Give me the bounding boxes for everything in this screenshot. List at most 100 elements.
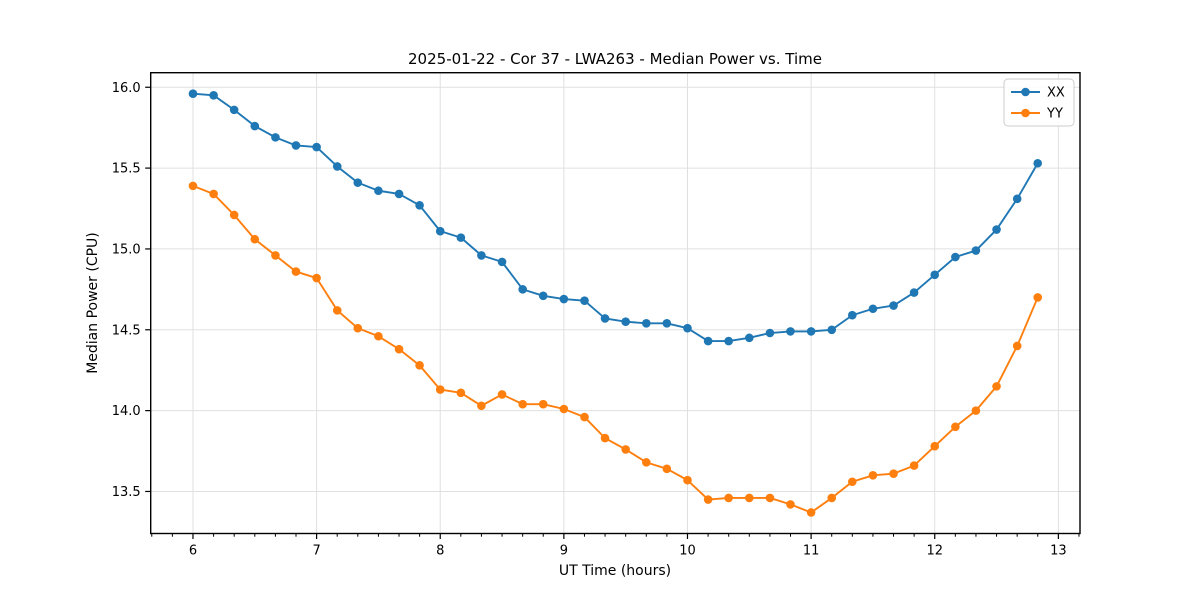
series-xx-marker (827, 325, 837, 335)
legend-item-yy: YY (1011, 107, 1063, 122)
series-xx-marker (394, 189, 404, 199)
y-tick-label: 16.0 (112, 81, 141, 96)
series-xx-marker (992, 225, 1001, 234)
series-xx-marker (580, 296, 589, 305)
series-xx-marker (477, 251, 486, 260)
series-yy-marker (312, 273, 321, 283)
series-xx-marker (765, 328, 775, 338)
series-yy-marker (353, 323, 363, 333)
x-tick-label: 12 (926, 544, 943, 559)
series-xx-marker (662, 319, 672, 328)
series-yy-marker (683, 475, 692, 485)
x-tick-label: 13 (1050, 544, 1067, 559)
series-xx-marker (909, 288, 919, 297)
series-yy-marker (415, 361, 424, 370)
series-yy-marker (271, 251, 280, 260)
series-yy-marker (435, 385, 445, 394)
series-xx-marker (847, 310, 857, 320)
series-xx-marker (806, 327, 816, 336)
series-xx-marker (456, 233, 466, 242)
series-xx-marker (971, 246, 981, 255)
x-tick-label: 9 (560, 544, 568, 559)
series-yy-marker (621, 445, 630, 454)
series-xx-marker (312, 142, 321, 152)
legend-label-xx: XX (1047, 86, 1065, 101)
series-yy-marker (518, 399, 527, 409)
series-yy-marker (477, 401, 486, 411)
series-yy-marker (827, 493, 837, 503)
series-xx-marker (332, 162, 342, 171)
series-layer (188, 89, 1043, 517)
series-yy-marker (930, 441, 940, 451)
series-xx-marker (703, 336, 713, 346)
series-yy-marker (374, 331, 383, 341)
grid-lines (150, 72, 1080, 534)
series-xx-marker (600, 314, 610, 323)
tick-labels: 6 7 8 9 10 11 12 13 13.5 14.0 14.5 15.0 15.5 16.0 (112, 81, 1067, 559)
series-yy (188, 181, 1043, 517)
series-xx-marker (951, 252, 960, 262)
legend: XX YY (1003, 78, 1075, 127)
series-yy-marker (971, 406, 981, 415)
series-xx-marker (518, 285, 527, 294)
series-yy-marker (456, 388, 466, 398)
series-yy-marker (662, 464, 672, 474)
series-xx-marker (353, 178, 363, 187)
series-xx-marker (1012, 194, 1022, 204)
series-yy-marker (744, 493, 754, 503)
y-tick-label: 15.0 (112, 242, 141, 257)
series-xx-marker (188, 89, 198, 99)
series-yy-marker (559, 404, 569, 414)
chart-title: 2025-01-22 - Cor 37 - LWA263 - Median Po… (408, 50, 822, 68)
series-yy-marker (724, 493, 733, 503)
series-yy-marker (600, 433, 610, 443)
series-xx-marker (786, 327, 795, 336)
series-yy-marker (291, 267, 301, 276)
series-xx-marker (930, 270, 940, 280)
series-xx-marker (250, 121, 260, 131)
series-yy-marker (992, 382, 1001, 391)
series-xx-marker (415, 200, 424, 210)
series-xx-marker (1033, 158, 1043, 168)
series-yy-marker (1033, 293, 1043, 302)
series-yy-marker (642, 458, 651, 467)
y-tick-label: 14.0 (112, 404, 141, 419)
x-tick-label: 10 (679, 544, 696, 559)
x-tick-label: 11 (803, 544, 820, 559)
series-xx-marker (497, 257, 507, 267)
series-yy-marker (229, 210, 239, 220)
series-yy-marker (580, 412, 589, 422)
series-xx-marker (209, 91, 218, 100)
y-axis-label: Median Power (CPU) (85, 232, 101, 374)
series-xx-marker (374, 186, 383, 196)
tick-marks (145, 86, 1080, 539)
series-xx-marker (559, 294, 569, 304)
series-yy-marker (765, 493, 775, 503)
series-xx-marker (435, 226, 445, 236)
series-xx-marker (889, 301, 898, 310)
series-yy-marker (250, 234, 260, 244)
series-yy-marker (538, 399, 548, 409)
series-yy-marker (909, 461, 919, 470)
series-xx-line (192, 92, 1039, 343)
series-xx-marker (724, 336, 733, 346)
series-xx-marker (621, 317, 630, 326)
legend-label-yy: YY (1046, 107, 1063, 122)
series-xx-marker (642, 319, 651, 328)
x-tick-label: 8 (436, 544, 444, 559)
series-yy-marker (951, 422, 960, 432)
series-xx-marker (683, 323, 692, 333)
series-xx (188, 89, 1043, 346)
y-tick-label: 15.5 (112, 162, 141, 177)
series-yy-marker (332, 306, 342, 315)
series-yy-marker (786, 500, 795, 509)
x-tick-label: 7 (312, 544, 320, 559)
series-yy-marker (847, 477, 857, 487)
x-tick-label: 6 (189, 544, 197, 559)
series-xx-marker (271, 133, 280, 142)
series-xx-marker (291, 141, 301, 150)
plot-border (149, 71, 1081, 535)
series-yy-marker (806, 508, 816, 517)
